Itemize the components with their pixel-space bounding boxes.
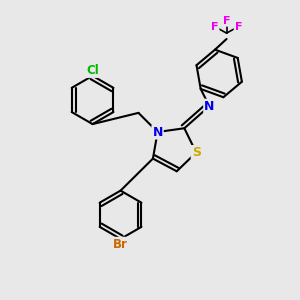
Text: F: F — [211, 22, 218, 32]
Text: F: F — [235, 22, 242, 32]
Text: S: S — [192, 146, 201, 159]
Text: Br: Br — [113, 238, 128, 251]
Text: Cl: Cl — [86, 64, 99, 77]
Text: N: N — [204, 100, 214, 113]
Text: N: N — [152, 125, 163, 139]
Text: F: F — [223, 16, 230, 26]
